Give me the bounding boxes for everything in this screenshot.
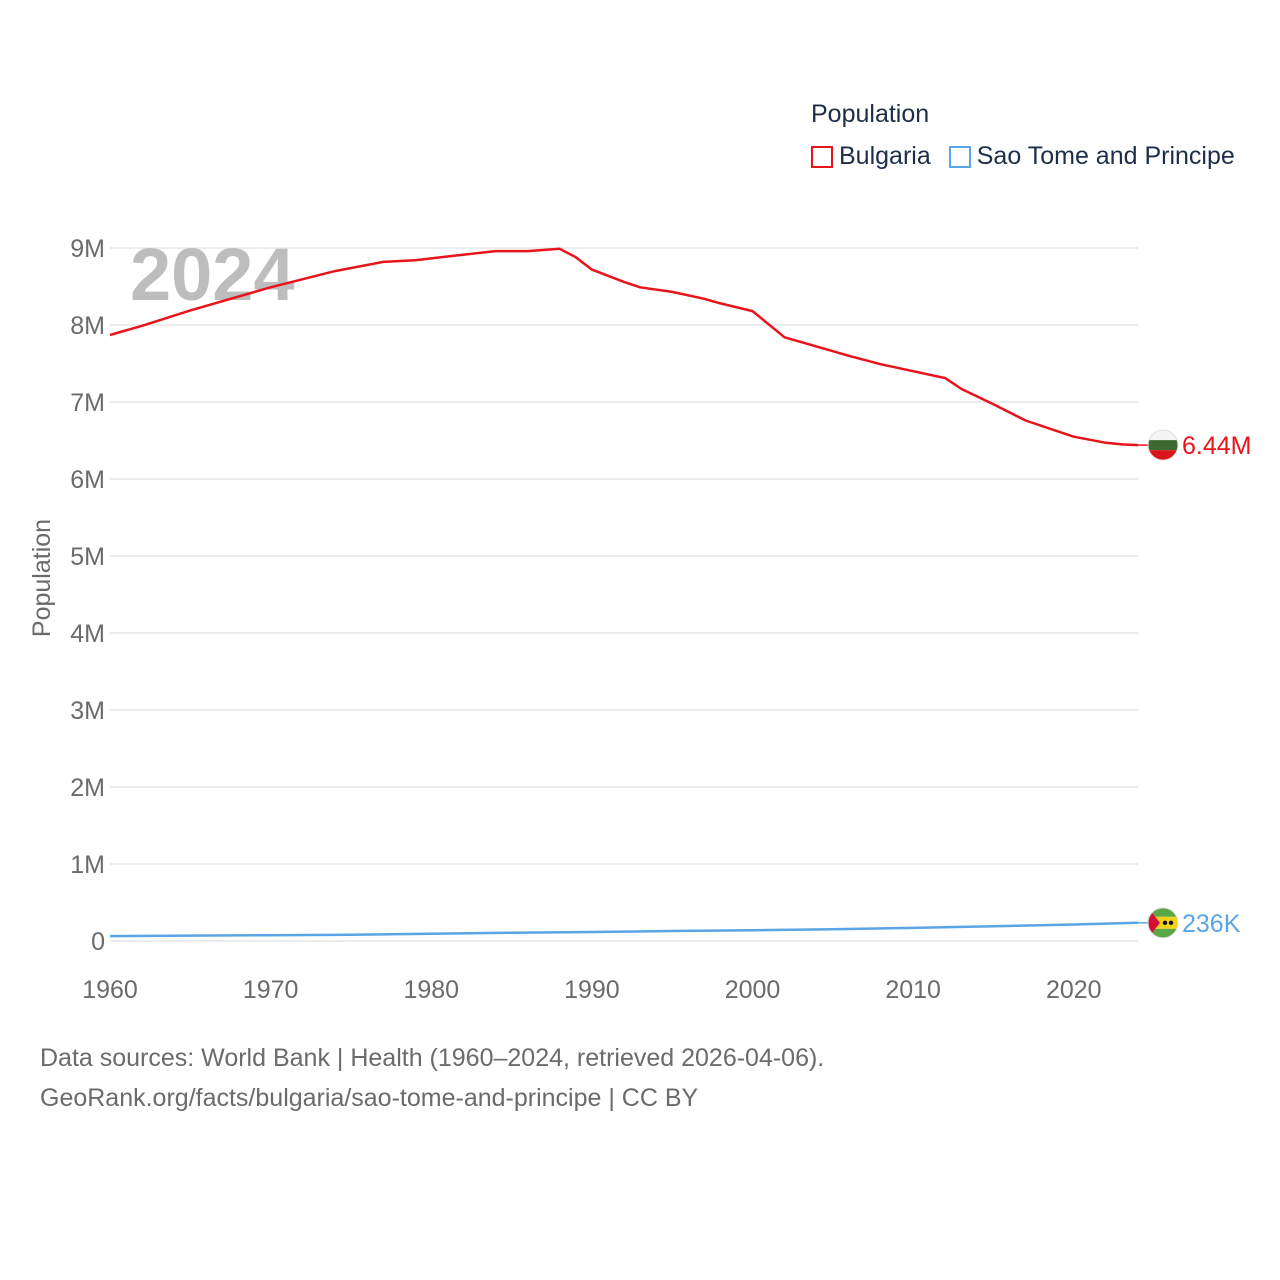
legend-item-sao-tome[interactable]: Sao Tome and Principe xyxy=(948,142,1235,171)
series-line-sao-tome[interactable] xyxy=(109,921,1139,938)
x-tick-label: 2010 xyxy=(885,976,941,1004)
x-tick-label: 1980 xyxy=(403,976,459,1004)
x-tick-label: 2020 xyxy=(1046,976,1102,1004)
legend-label-bulgaria: Bulgaria xyxy=(839,142,931,170)
footer-link[interactable]: GeoRank.org/facts/bulgaria/sao-tome-and-… xyxy=(40,1084,699,1112)
x-tick-label: 1990 xyxy=(564,976,620,1004)
y-tick-label: 8M xyxy=(70,312,105,340)
y-tick-label: 5M xyxy=(70,543,105,571)
y-tick-label: 4M xyxy=(70,620,105,648)
legend-swatch-bulgaria xyxy=(811,145,833,168)
x-tick-labels: 1960 1970 1980 1990 2000 2010 2020 xyxy=(82,976,1101,1004)
y-tick-label: 2M xyxy=(70,774,105,802)
end-value-label-sao-tome: 236K xyxy=(1182,910,1241,938)
legend-title: Population xyxy=(811,100,930,128)
series-line-bulgaria[interactable] xyxy=(109,247,1139,447)
grid-lines xyxy=(110,247,1138,942)
end-markers: 6.44M 236K xyxy=(1138,429,1251,939)
y-tick-label: 3M xyxy=(70,697,105,725)
legend: Bulgaria Sao Tome and Principe xyxy=(811,142,1253,171)
y-tick-labels: 0 1M 2M 3M 4M 5M 6M 7M 8M 9M xyxy=(70,235,105,956)
x-tick-label: 1970 xyxy=(243,976,299,1004)
year-label: 2024 xyxy=(130,233,295,316)
y-tick-label: 7M xyxy=(70,389,105,417)
flag-icon-sao-tome xyxy=(1147,907,1179,939)
y-tick-label: 6M xyxy=(70,466,105,494)
x-tick-label: 1960 xyxy=(82,976,138,1004)
legend-swatch-sao-tome xyxy=(948,145,971,168)
footer-sources: Data sources: World Bank | Health (1960–… xyxy=(40,1044,825,1072)
y-axis-label: Population xyxy=(28,519,56,637)
series-layer xyxy=(109,247,1139,938)
end-value-label-bulgaria: 6.44M xyxy=(1182,432,1251,460)
flag-icon-bulgaria xyxy=(1147,429,1179,461)
x-tick-label: 2000 xyxy=(725,976,781,1004)
legend-label-sao-tome: Sao Tome and Principe xyxy=(976,142,1235,170)
y-tick-label: 9M xyxy=(70,235,105,263)
y-tick-label: 1M xyxy=(70,851,105,879)
legend-item-bulgaria[interactable]: Bulgaria xyxy=(811,142,931,171)
y-tick-label: 0 xyxy=(91,928,105,956)
